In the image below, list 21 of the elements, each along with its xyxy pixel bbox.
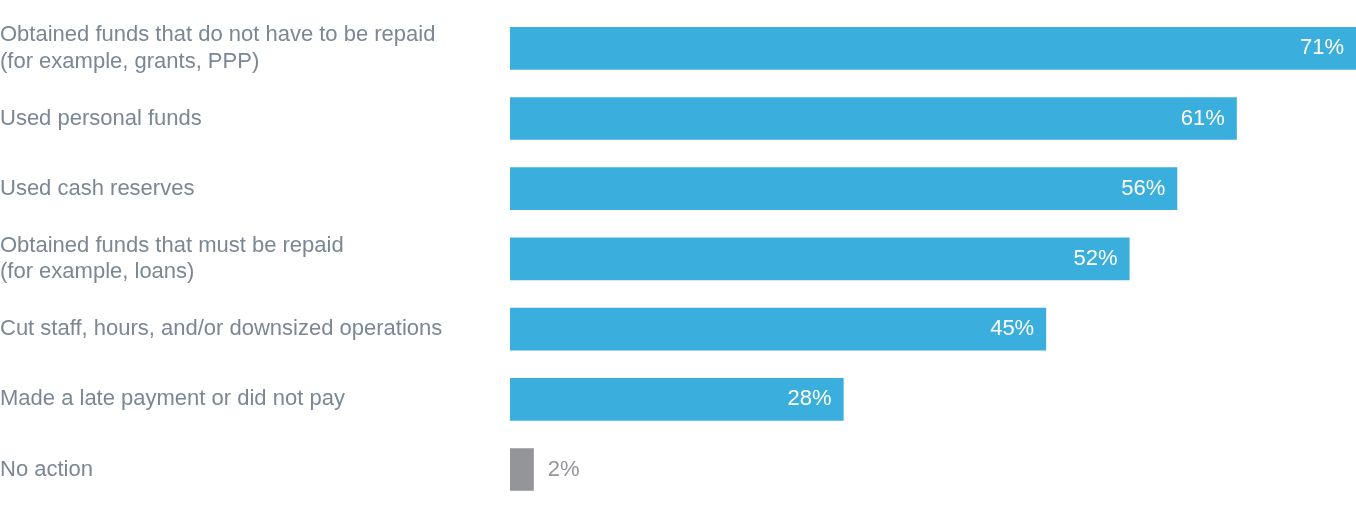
bar [510, 377, 844, 421]
data-label: 52% [1073, 244, 1118, 270]
data-label: 2% [547, 455, 580, 481]
y-tick-label: Made a late payment or did not pay [0, 385, 345, 411]
y-tick-label: Obtained funds that do not have to be repaid (for example, grants, PPP) [0, 21, 436, 73]
data-label: 45% [990, 315, 1035, 341]
y-tick-label: Used personal funds [0, 104, 202, 130]
bar [510, 448, 534, 491]
bar [510, 26, 1356, 70]
bar [510, 237, 1130, 281]
data-label: 28% [787, 385, 832, 411]
y-tick-label: Used cash reserves [0, 174, 195, 200]
data-label: 71% [1299, 34, 1344, 60]
y-tick-label: Obtained funds that must be repaid (for example, loans) [0, 231, 344, 284]
y-tick-label: No action [0, 455, 93, 481]
data-label: 56% [1121, 174, 1166, 200]
bar [510, 307, 1047, 351]
bar [510, 167, 1178, 211]
data-label: 61% [1180, 104, 1225, 130]
y-tick-label: Cut staff, hours, and/or downsized operations [0, 315, 443, 341]
bar [510, 97, 1237, 140]
